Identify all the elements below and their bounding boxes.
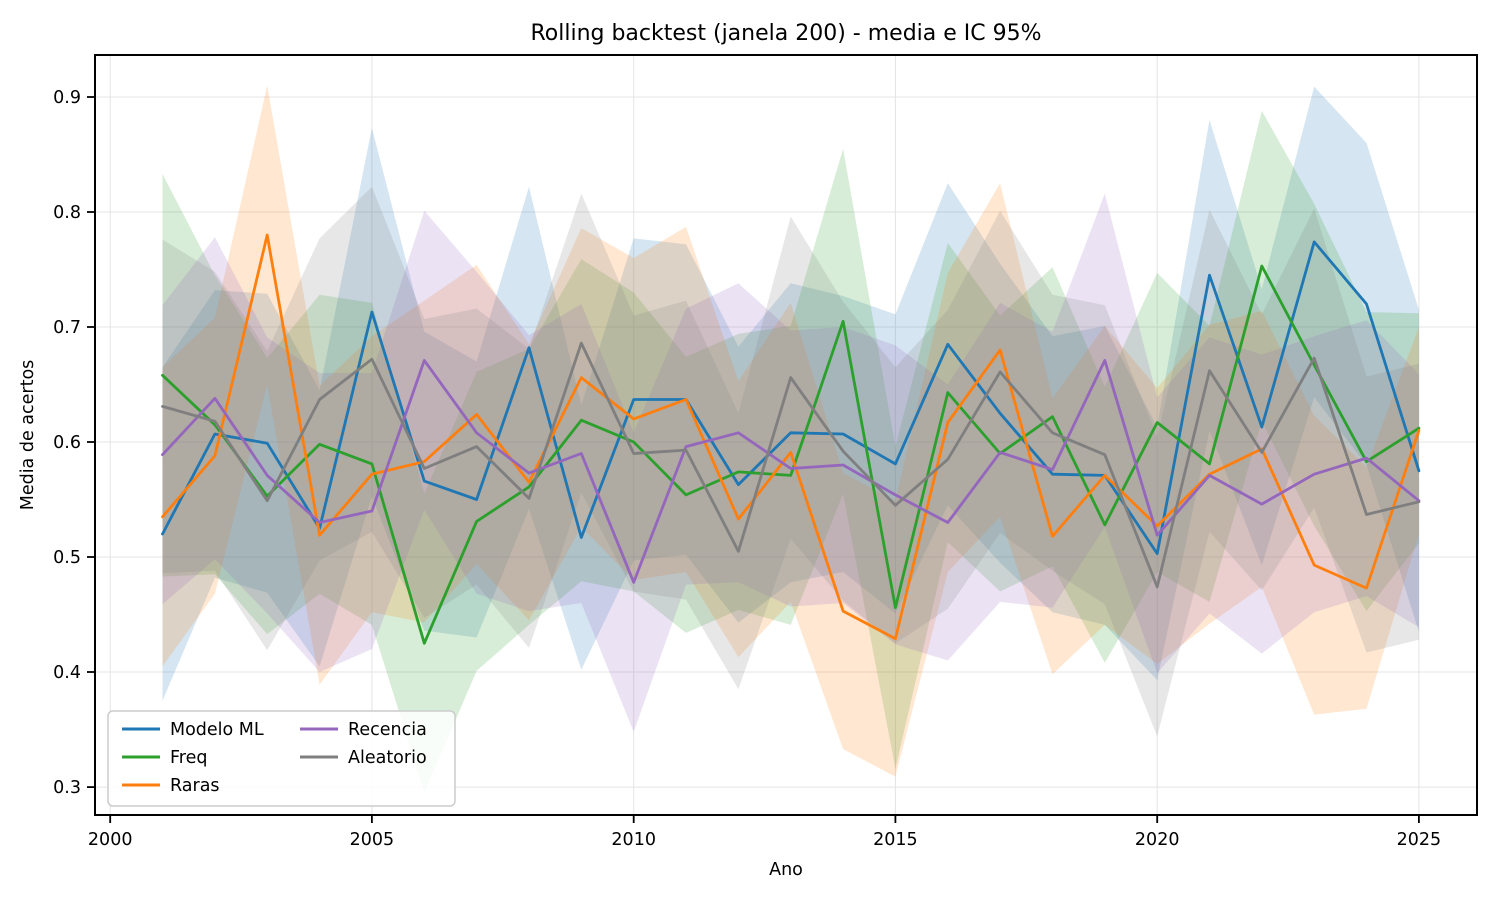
x-tick-label: 2000: [88, 830, 133, 850]
x-tick-label: 2010: [611, 830, 656, 850]
series-line-Freq: [161, 264, 1421, 645]
x-axis-label: Ano: [769, 860, 803, 880]
series-line-Aleatorio: [161, 341, 1421, 589]
y-tick-label: 0.7: [53, 318, 81, 338]
x-tick-label: 2015: [873, 830, 918, 850]
confidence-band-Aleatorio: [162, 186, 1419, 737]
x-tick-labels: 2000 2005 2010 2015 2020 2025: [88, 830, 1441, 850]
x-tick-label: 2020: [1135, 830, 1180, 850]
legend: Modelo ML Freq Raras Recencia Aleatorio: [107, 710, 456, 807]
y-tick-label: 0.6: [53, 433, 81, 453]
series-line-Recencia: [161, 358, 1421, 584]
confidence-band-Raras: [162, 85, 1419, 777]
y-tick-label: 0.9: [53, 88, 81, 108]
gridlines: [95, 55, 1477, 815]
series-line-Modelo-ML: [161, 240, 1421, 555]
x-tick-label: 2025: [1397, 830, 1442, 850]
plot-frame: [94, 54, 1478, 816]
y-tick-label: 0.5: [53, 548, 81, 568]
confidence-band-Modelo-ML: [162, 86, 1419, 701]
y-tick-label: 0.8: [53, 203, 81, 223]
y-tick-label: 0.4: [53, 663, 81, 683]
confidence-band-Recencia: [162, 193, 1419, 732]
legend-label-Aleatorio: Aleatorio: [348, 748, 427, 768]
chart-title: Rolling backtest (janela 200) - media e …: [530, 21, 1041, 46]
legend-label-Raras: Raras: [170, 776, 220, 796]
legend-label-Freq: Freq: [170, 748, 207, 768]
axis-ticks: [87, 96, 1420, 823]
series-lines: [161, 233, 1421, 645]
y-axis-label: Media de acertos: [18, 360, 38, 511]
x-tick-label: 2005: [350, 830, 395, 850]
legend-label-Recencia: Recencia: [348, 720, 427, 740]
legend-box: [107, 710, 456, 807]
y-tick-label: 0.3: [53, 778, 81, 798]
confidence-bands: [162, 85, 1419, 793]
legend-label-Modelo-ML: Modelo ML: [170, 720, 264, 740]
y-tick-labels: 0.3 0.4 0.5 0.6 0.7 0.8 0.9: [53, 88, 81, 798]
